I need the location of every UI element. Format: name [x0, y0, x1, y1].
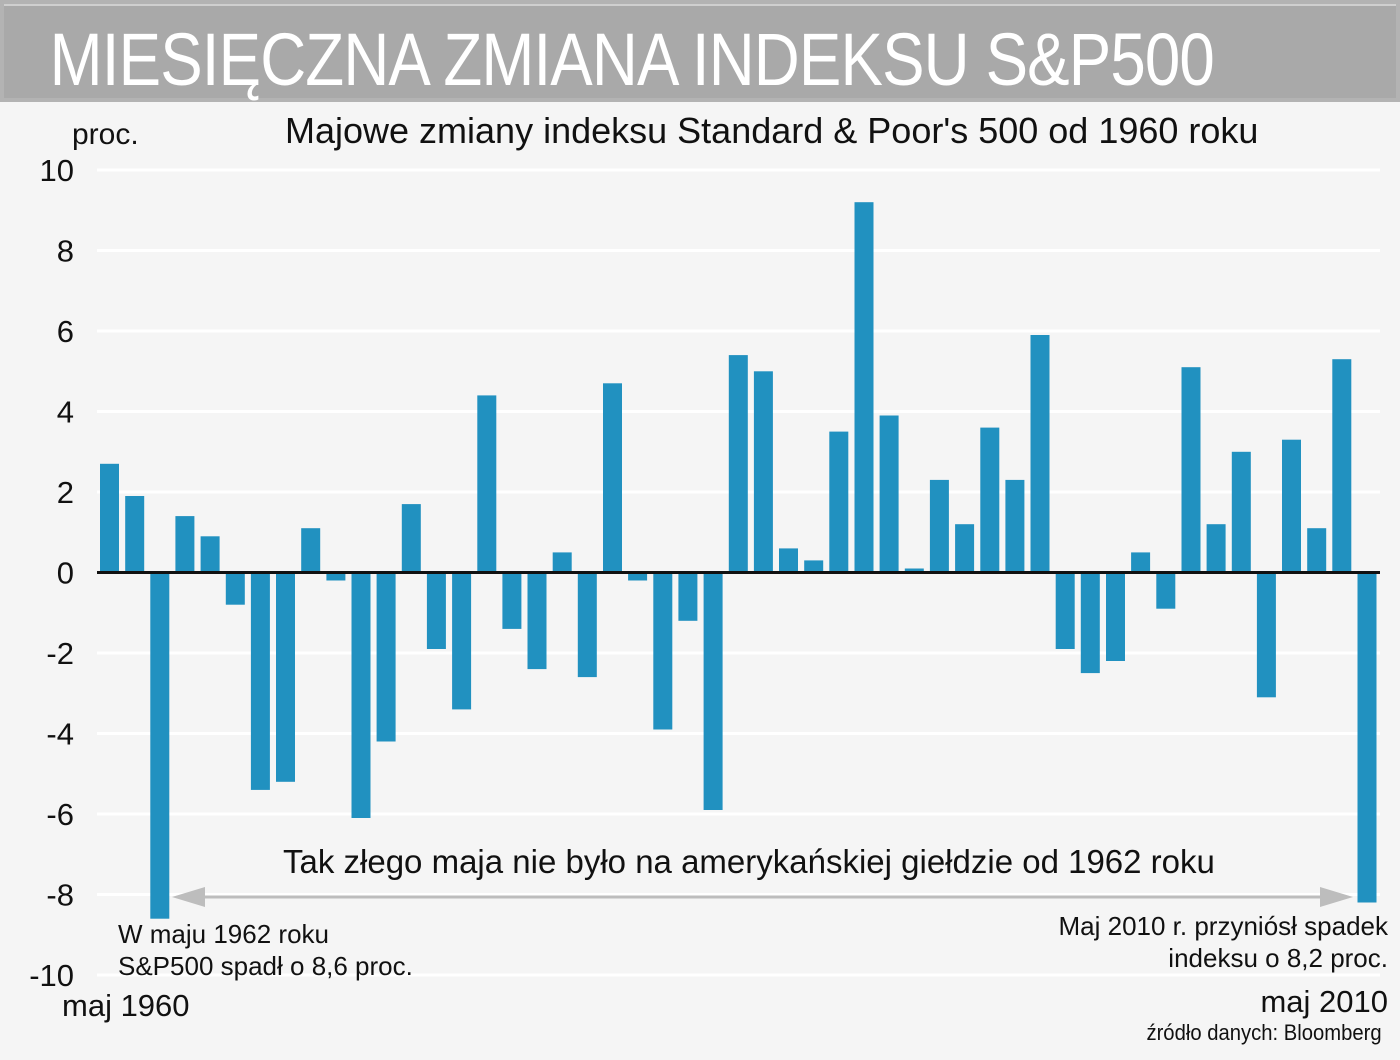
note-2010: Maj 2010 r. przyniósł spadek indeksu o 8… — [1058, 910, 1388, 974]
bar-1977 — [527, 572, 547, 670]
y-tick-label: 4 — [57, 395, 74, 430]
bar-1961 — [125, 496, 145, 573]
bar-1989 — [829, 431, 849, 573]
bar-1988 — [804, 560, 824, 573]
bar-1993 — [929, 479, 949, 573]
bar-2006 — [1256, 572, 1276, 698]
bar-1994 — [955, 524, 975, 573]
y-tick-label: 2 — [57, 475, 74, 510]
bar-1978 — [552, 552, 572, 573]
bar-2001 — [1131, 552, 1151, 573]
bar-1985 — [728, 355, 748, 573]
bar-1982 — [653, 572, 673, 730]
bar-1980 — [603, 383, 622, 573]
note-1962-line-1: W maju 1962 roku — [118, 919, 329, 949]
y-tick-label: -6 — [46, 797, 74, 832]
y-tick-label: -8 — [46, 878, 74, 913]
bar-1973 — [426, 572, 446, 649]
y-axis-unit-label: proc. — [72, 118, 139, 151]
note-1962-line-2: S&P500 spadł o 8,6 proc. — [118, 951, 413, 981]
bar-1983 — [678, 572, 698, 621]
bar-2000 — [1106, 572, 1125, 661]
bar-1968 — [301, 528, 321, 573]
bar-2010 — [1357, 572, 1377, 903]
bar-1963 — [175, 516, 195, 573]
bar-1999 — [1080, 572, 1100, 674]
arrow-head-left — [172, 887, 205, 907]
source-note: źródło danych: Bloomberg — [1146, 1020, 1382, 1045]
bar-1996 — [1005, 479, 1025, 573]
bar-1986 — [753, 371, 773, 573]
bar-1990 — [854, 202, 874, 573]
bar-1992 — [904, 568, 924, 573]
bar-2005 — [1231, 451, 1251, 573]
bar-2008 — [1307, 528, 1327, 573]
bar-2004 — [1206, 524, 1226, 573]
bars — [100, 202, 1377, 919]
y-tick-label: -4 — [46, 717, 74, 752]
y-tick-label: -10 — [29, 958, 74, 993]
bar-1981 — [628, 572, 648, 581]
bar-1971 — [376, 572, 396, 742]
header-panel: MIESIĘCZNA ZMIANA INDEKSU S&P500 — [4, 4, 1396, 101]
bar-1974 — [452, 572, 472, 710]
chart-annotation: Tak złego maja nie było na amerykańskiej… — [283, 843, 1215, 880]
bar-1962 — [150, 572, 170, 919]
y-tick-label: -2 — [46, 636, 74, 671]
bar-2002 — [1156, 572, 1176, 609]
bar-1964 — [200, 536, 220, 573]
bar-1979 — [577, 572, 597, 678]
bar-1987 — [779, 548, 798, 573]
range-arrow — [172, 887, 1353, 907]
bar-1975 — [477, 395, 497, 573]
note-2010-line-2: indeksu o 8,2 proc. — [1168, 943, 1388, 973]
bar-1972 — [401, 504, 421, 573]
bar-2003 — [1181, 367, 1201, 573]
y-tick-label: 8 — [57, 234, 74, 269]
bar-1967 — [276, 572, 295, 782]
bar-1995 — [980, 427, 1000, 573]
bar-1960 — [100, 463, 119, 573]
x-axis-start-label: maj 1960 — [62, 988, 190, 1023]
bar-1970 — [351, 572, 371, 818]
x-axis-end-label: maj 2010 — [1260, 984, 1388, 1019]
y-tick-label: 10 — [40, 153, 74, 188]
note-2010-line-1: Maj 2010 r. przyniósł spadek — [1058, 911, 1388, 941]
y-tick-label: 6 — [57, 314, 74, 349]
y-tick-label: 0 — [57, 556, 74, 591]
bar-1998 — [1055, 572, 1075, 649]
bar-1991 — [879, 415, 899, 573]
bar-1966 — [250, 572, 270, 790]
header-bar: MIESIĘCZNA ZMIANA INDEKSU S&P500 — [0, 0, 1400, 102]
bar-1976 — [502, 572, 522, 629]
page-title: MIESIĘCZNA ZMIANA INDEKSU S&P500 — [49, 18, 1215, 101]
bar-1984 — [703, 572, 723, 810]
bar-1965 — [225, 572, 245, 605]
bar-1969 — [326, 572, 346, 581]
bar-1997 — [1030, 335, 1050, 573]
note-1962: W maju 1962 roku S&P500 spadł o 8,6 proc… — [118, 918, 413, 982]
chart-title: Majowe zmiany indeksu Standard & Poor's … — [285, 110, 1259, 151]
bar-2009 — [1332, 359, 1352, 573]
bar-2007 — [1282, 439, 1301, 573]
y-axis-ticks: 10 8 6 4 2 0 -2 -4 -6 -8 -10 — [29, 153, 74, 993]
arrow-head-right — [1320, 887, 1353, 907]
